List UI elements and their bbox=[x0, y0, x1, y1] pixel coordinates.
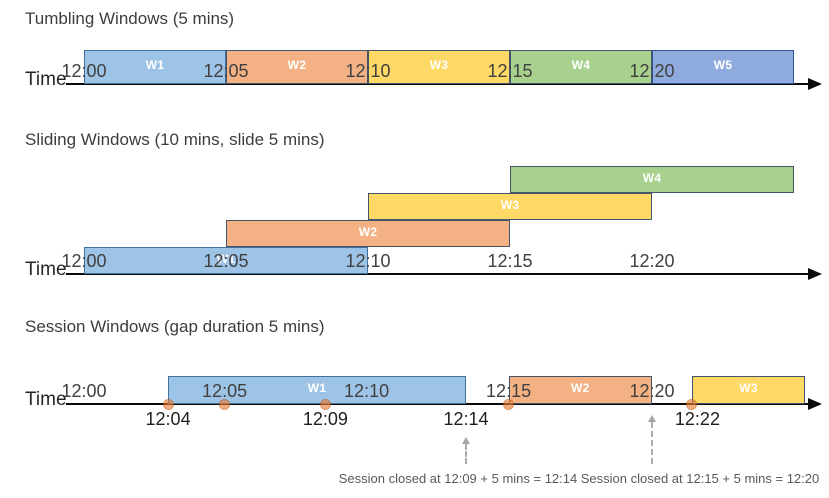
sliding-axis-arrowhead-icon bbox=[808, 268, 822, 280]
arrow-up-icon bbox=[648, 415, 656, 422]
arrow-dashed-shaft bbox=[464, 444, 467, 464]
tumbling-axis-arrowhead-icon bbox=[808, 78, 822, 90]
tumbling-time-axis-label: Time bbox=[25, 69, 67, 90]
tumbling-time-axis-line bbox=[66, 83, 808, 85]
session-window-w1-label: W1 bbox=[307, 381, 327, 395]
tumbling-window-w1: W1 bbox=[84, 50, 226, 84]
tumbling-window-w3-label: W3 bbox=[429, 58, 449, 72]
session-event-dot-1 bbox=[162, 398, 174, 410]
session-annotation-arrow-1 bbox=[461, 437, 471, 464]
session-window-w3-label: W3 bbox=[739, 381, 758, 395]
tumbling-window-w5: W5 bbox=[652, 50, 794, 84]
session-event-dot-5 bbox=[686, 398, 698, 410]
tumbling-window-w2: W2 bbox=[226, 50, 368, 84]
sliding-window-w4: W4 bbox=[510, 166, 794, 193]
session-window-w3: W3 bbox=[691, 376, 806, 404]
sliding-window-w1: W1 bbox=[84, 247, 368, 274]
session-annotation-arrow-2 bbox=[647, 415, 657, 464]
sliding-window-w3: W3 bbox=[368, 193, 652, 220]
sliding-time-axis-line bbox=[66, 273, 808, 275]
tumbling-window-w2-label: W2 bbox=[287, 58, 307, 72]
sliding-title: Sliding Windows (10 mins, slide 5 mins) bbox=[25, 130, 325, 149]
session-event-dot-4 bbox=[502, 398, 514, 410]
sliding-tick-1205: 12:05 bbox=[203, 251, 249, 271]
session-event-dot-3 bbox=[319, 398, 331, 410]
arrow-up-icon bbox=[461, 437, 470, 444]
session-tick-1200: 12:00 bbox=[61, 381, 107, 401]
tumbling-tick-1205: 12:05 bbox=[203, 61, 249, 81]
session-event-dot-2 bbox=[218, 398, 230, 410]
sliding-window-w2: W2 bbox=[226, 220, 510, 247]
session-tick-1209: 12:09 bbox=[302, 409, 348, 429]
sliding-tick-1215: 12:15 bbox=[487, 251, 533, 271]
sliding-window-w1-label: W1 bbox=[216, 251, 236, 266]
sliding-tick-1220: 12:20 bbox=[629, 251, 675, 271]
session-axis-arrowhead-icon bbox=[808, 398, 822, 410]
tumbling-window-w5-label: W5 bbox=[713, 58, 733, 72]
session-closed-annotation-2: Session closed at 12:15 + 5 mins = 12:20 bbox=[580, 471, 820, 486]
session-tick-1214: 12:14 bbox=[443, 409, 489, 429]
session-window-w2: W2 bbox=[508, 376, 652, 404]
tumbling-window-w4: W4 bbox=[510, 50, 652, 84]
tumbling-tick-1220: 12:20 bbox=[629, 61, 675, 81]
session-tick-1205: 12:05 bbox=[202, 381, 248, 401]
session-closed-annotation-1: Session closed at 12:09 + 5 mins = 12:14 bbox=[338, 471, 578, 486]
session-title: Session Windows (gap duration 5 mins) bbox=[25, 317, 325, 336]
tumbling-window-w3: W3 bbox=[368, 50, 510, 84]
arrow-dashed-shaft bbox=[651, 422, 653, 464]
session-tick-1204: 12:04 bbox=[145, 409, 191, 429]
session-tick-1222: 12:22 bbox=[674, 409, 720, 429]
sliding-time-axis-label: Time bbox=[25, 259, 67, 280]
session-tick-1210: 12:10 bbox=[344, 381, 390, 401]
tumbling-tick-1210: 12:10 bbox=[345, 61, 391, 81]
sliding-window-w3-label: W3 bbox=[500, 197, 520, 212]
session-window-w1: W1 bbox=[168, 376, 466, 404]
session-tick-1215: 12:15 bbox=[486, 381, 532, 401]
tumbling-window-w4-label: W4 bbox=[571, 58, 591, 72]
session-window-w2-label: W2 bbox=[570, 381, 590, 395]
session-time-axis-label: Time bbox=[25, 389, 67, 410]
tumbling-title: Tumbling Windows (5 mins) bbox=[25, 9, 235, 28]
sliding-tick-1210: 12:10 bbox=[345, 251, 391, 271]
session-tick-1220: 12:20 bbox=[629, 381, 675, 401]
session-time-axis-line bbox=[66, 403, 808, 405]
sliding-window-w2-label: W2 bbox=[358, 224, 378, 239]
tumbling-window-w1-label: W1 bbox=[145, 58, 165, 72]
tumbling-tick-1215: 12:15 bbox=[487, 61, 533, 81]
tumbling-tick-1200: 12:00 bbox=[61, 61, 107, 81]
sliding-tick-1200: 12:00 bbox=[61, 251, 107, 271]
sliding-window-w4-label: W4 bbox=[642, 170, 662, 185]
